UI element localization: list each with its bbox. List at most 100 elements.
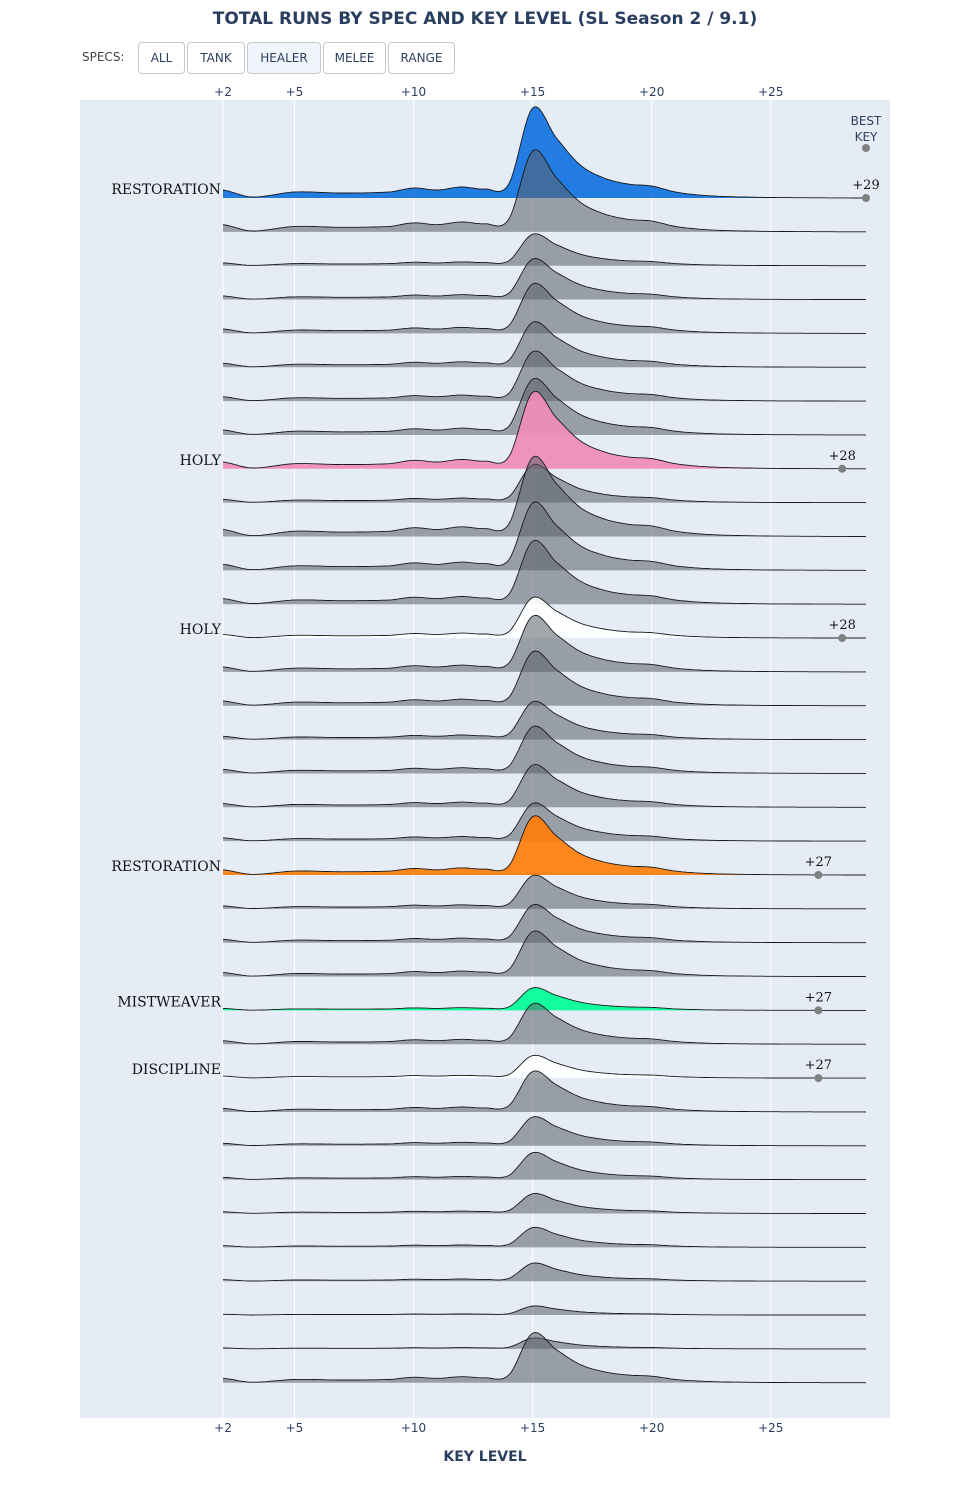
top-tick-label: +20 — [639, 85, 664, 99]
spec-label: RESTORATION — [111, 859, 221, 875]
ridge-outline — [222, 1070, 867, 1113]
ridge-outline — [222, 455, 866, 537]
bottom-tick-label: +25 — [758, 1421, 783, 1435]
ridge-outline — [222, 650, 867, 707]
ridge-area — [223, 1070, 866, 1112]
ridge-area — [223, 1305, 866, 1316]
spec-filter-melee-button[interactable]: MELEE — [323, 42, 386, 74]
chart-title: TOTAL RUNS BY SPEC AND KEY LEVEL (SL Sea… — [212, 9, 758, 29]
ridge-area — [223, 540, 866, 605]
ridge-area — [223, 258, 866, 300]
spec-label: MISTWEAVER — [117, 994, 221, 1010]
ridge-area-highlight — [223, 987, 866, 1011]
spec-label: DISCIPLINE — [132, 1062, 221, 1078]
bottom-tick-label: +10 — [401, 1421, 426, 1435]
ridge-outline — [222, 390, 866, 470]
spec-label: RESTORATION — [111, 182, 221, 198]
top-tick-label: +5 — [286, 85, 304, 99]
ridge-outline — [222, 1226, 867, 1248]
ridge-outline — [222, 930, 867, 978]
best-key-label: +27 — [805, 855, 832, 870]
best-key-header-marker — [862, 144, 870, 152]
ridge-area — [223, 501, 866, 571]
ridge-outline — [222, 802, 866, 842]
ridge-area — [223, 875, 866, 909]
ridge-area — [223, 321, 866, 368]
ridge-outline — [222, 149, 866, 233]
ridge-area — [223, 1332, 866, 1383]
ridge-outline — [222, 233, 866, 267]
ridge-outline — [222, 321, 867, 368]
best-key-label: +28 — [828, 618, 855, 633]
ridge-outline — [222, 377, 867, 436]
ridge-area — [223, 726, 866, 774]
spec-filter-range-button[interactable]: RANGE — [388, 42, 455, 74]
ridge-area — [223, 283, 866, 334]
ridge-area — [223, 1116, 866, 1146]
ridge-outline — [222, 874, 867, 910]
plot-background — [80, 100, 890, 1418]
ridge-outline — [222, 700, 866, 741]
ridge-outline — [222, 903, 866, 944]
bottom-tick-label: +15 — [520, 1421, 545, 1435]
ridge-area — [223, 764, 866, 808]
best-key-marker — [814, 871, 823, 879]
bottom-tick-label: +2 — [214, 1421, 232, 1435]
ridge-outline — [223, 1305, 866, 1316]
ridge-outline — [222, 501, 867, 571]
ridge-area — [223, 456, 866, 537]
ridge-area — [223, 1262, 866, 1282]
ridge-outline — [222, 763, 866, 808]
bottom-tick-label: +5 — [286, 1421, 304, 1435]
top-tick-label: +10 — [401, 85, 426, 99]
ridge-area — [223, 701, 866, 740]
ridge-area — [223, 350, 866, 402]
ridge-area — [223, 1003, 866, 1045]
ridge-outline — [222, 1332, 867, 1384]
specs-filter-label: SPECS: — [82, 50, 125, 64]
top-tick-label: +15 — [520, 85, 545, 99]
ridge-area-highlight — [223, 391, 866, 469]
ridge-area-highlight — [223, 1055, 866, 1079]
ridge-outline — [222, 1002, 867, 1045]
best-key-marker — [814, 1006, 823, 1015]
top-tick-label: +2 — [214, 85, 232, 99]
ridge-area — [223, 651, 866, 706]
best-key-marker — [838, 464, 847, 473]
ridge-outline — [222, 282, 866, 334]
ridge-area — [223, 1152, 866, 1180]
ridge-area-highlight — [223, 106, 866, 198]
ridge-outline — [222, 614, 866, 673]
ridge-outline — [222, 106, 866, 199]
spec-filter-tank-button[interactable]: TANK — [187, 42, 245, 74]
ridge-outline — [222, 987, 866, 1011]
spec-filter-healer-button[interactable]: HEALER — [247, 42, 321, 74]
ridge-series — [222, 106, 867, 1384]
ridge-outline — [222, 1192, 866, 1214]
ridge-outline — [222, 1151, 867, 1181]
ridge-area — [223, 904, 866, 943]
best-key-header: KEY — [855, 130, 878, 144]
labels: RESTORATION +29 HOLY +28 HOLY +28 RESTORATION +… — [111, 114, 882, 1083]
ridge-outline — [222, 350, 866, 402]
ridge-area-highlight — [223, 815, 866, 875]
ridge-outline — [222, 1116, 866, 1147]
spec-filter-all-button[interactable]: ALL — [138, 42, 185, 74]
ridge-area-highlight — [223, 597, 866, 639]
best-key-marker — [838, 634, 847, 643]
best-key-label: +29 — [852, 178, 879, 193]
ridge-outline — [222, 539, 866, 605]
best-key-label: +28 — [828, 449, 855, 464]
best-key-marker — [814, 1074, 823, 1083]
ridge-area — [223, 930, 866, 977]
ridge-outline — [222, 725, 867, 774]
ridge-outline — [222, 258, 867, 301]
spec-label: HOLY — [180, 622, 222, 638]
best-key-header: BEST — [851, 114, 882, 128]
ridge-outline — [222, 596, 866, 639]
ridge-area — [223, 1227, 866, 1248]
bottom-tick-label: +20 — [639, 1421, 664, 1435]
best-key-label: +27 — [805, 1058, 832, 1073]
ridge-area — [223, 615, 866, 672]
